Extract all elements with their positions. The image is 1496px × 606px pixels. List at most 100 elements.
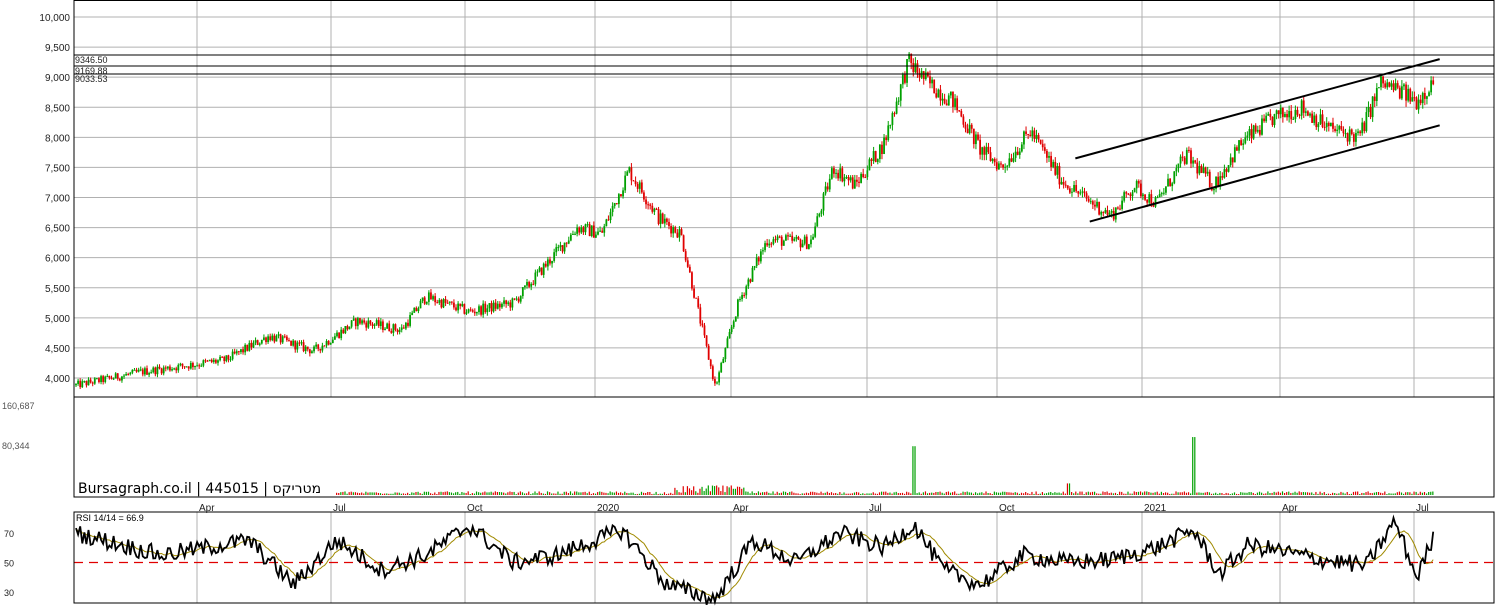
candle-body	[582, 227, 585, 233]
volume-bar	[713, 486, 716, 495]
candle-body	[1311, 113, 1313, 123]
candle-body	[1386, 82, 1389, 88]
candle-body	[244, 344, 247, 353]
candle-body	[774, 239, 777, 241]
candle-body	[290, 340, 292, 346]
volume-bar	[1033, 493, 1035, 495]
candle-body	[342, 329, 345, 334]
candle-body	[741, 294, 743, 300]
candle-body	[471, 310, 474, 312]
candle-body	[95, 378, 98, 380]
candle-body	[544, 263, 547, 267]
candle-body	[810, 239, 812, 245]
candle-body	[1198, 165, 1201, 174]
candle-body	[1215, 176, 1217, 189]
volume-bar	[492, 492, 494, 495]
volume-bar	[1146, 491, 1148, 495]
candle-body	[1048, 155, 1050, 158]
candle-body	[317, 344, 320, 349]
candle-body	[1121, 200, 1123, 210]
candle-body	[1204, 167, 1207, 174]
candle-body	[1012, 157, 1015, 162]
volume-bar	[843, 492, 845, 495]
volume-bar	[484, 491, 486, 495]
candle-body	[434, 296, 437, 303]
volume-bar	[966, 491, 968, 495]
volume-bar	[876, 493, 879, 495]
volume-bar	[634, 494, 636, 495]
volume-bar	[1004, 491, 1006, 495]
candle-body	[970, 124, 973, 129]
candle-body	[805, 236, 808, 249]
candle-body	[1202, 167, 1205, 173]
volume-bar	[670, 492, 672, 495]
volume-bar	[603, 492, 605, 495]
candle-body	[135, 369, 138, 372]
volume-bar	[586, 493, 588, 495]
volume-bar	[1421, 492, 1423, 495]
volume-bar	[1263, 493, 1265, 495]
volume-bar	[1135, 491, 1137, 495]
candle-body	[394, 324, 397, 330]
candle-body	[1355, 133, 1357, 142]
candle-body	[720, 363, 723, 373]
volume-bar	[1357, 491, 1359, 495]
candle-body	[1056, 166, 1059, 175]
volume-bar	[1171, 493, 1173, 495]
volume-bar	[697, 492, 699, 495]
candle-body	[1208, 171, 1211, 187]
candle-body	[716, 382, 718, 384]
rsi-line	[75, 514, 1435, 606]
candle-body	[695, 297, 698, 299]
candle-body	[891, 113, 894, 125]
volume-bar	[734, 488, 737, 495]
candle-body	[595, 234, 597, 238]
volume-bar	[958, 493, 960, 495]
volume-bar	[1231, 493, 1233, 495]
volume-bar	[1304, 492, 1307, 495]
candle-body	[1037, 134, 1040, 140]
volume-bar	[1210, 493, 1213, 495]
volume-bar	[407, 492, 409, 495]
volume-bar	[455, 492, 457, 495]
candle-body	[1359, 131, 1362, 134]
candle-body	[494, 302, 497, 309]
candle-body	[1213, 188, 1215, 191]
volume-bar	[463, 492, 465, 495]
volume-bar	[924, 491, 927, 495]
watermark-label: Bursagraph.co.il | 445015 | מטריקס	[78, 481, 321, 497]
volume-bar	[1131, 493, 1133, 495]
candle-body	[1179, 156, 1182, 164]
volume-bar	[1244, 492, 1246, 495]
candle-body	[75, 383, 77, 386]
candle-body	[885, 137, 888, 141]
volume-bar	[981, 492, 983, 495]
candle-body	[260, 339, 263, 344]
volume-bar	[651, 493, 653, 495]
volume-bar	[791, 491, 793, 495]
volume-bar	[615, 491, 618, 495]
candle-body	[680, 229, 683, 236]
volume-bar	[642, 492, 645, 495]
volume-bar	[1012, 492, 1014, 495]
candle-body	[112, 378, 115, 380]
candle-body	[1098, 201, 1101, 215]
volume-bar	[1194, 437, 1196, 495]
volume-bar	[935, 491, 937, 495]
candle-body	[1352, 134, 1355, 142]
candle-body	[177, 364, 180, 371]
candle-body	[1344, 133, 1347, 135]
volume-bar	[1348, 494, 1350, 495]
candle-body	[755, 257, 758, 266]
volume-bar	[409, 493, 411, 495]
candle-body	[734, 316, 737, 322]
candle-body	[1106, 210, 1109, 215]
candle-body	[237, 351, 240, 353]
volume-bar	[1073, 493, 1075, 495]
candle-body	[1008, 158, 1011, 166]
volume-bar	[528, 491, 530, 495]
volume-bar	[711, 485, 714, 495]
candle-body	[1023, 131, 1025, 145]
volume-bar	[832, 493, 835, 495]
candle-body	[1332, 122, 1334, 129]
